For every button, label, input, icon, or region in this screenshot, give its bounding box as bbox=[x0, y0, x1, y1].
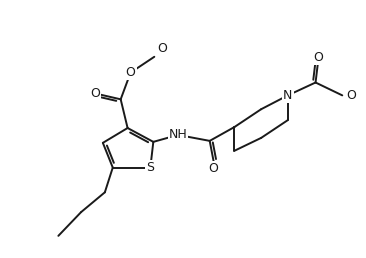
Text: O: O bbox=[157, 42, 167, 55]
Text: S: S bbox=[146, 161, 154, 174]
Text: N: N bbox=[283, 89, 292, 102]
Text: O: O bbox=[126, 66, 135, 79]
Text: O: O bbox=[90, 87, 100, 100]
Text: NH: NH bbox=[169, 128, 187, 141]
Text: O: O bbox=[314, 51, 324, 64]
Text: O: O bbox=[346, 89, 356, 102]
Text: O: O bbox=[209, 162, 219, 175]
